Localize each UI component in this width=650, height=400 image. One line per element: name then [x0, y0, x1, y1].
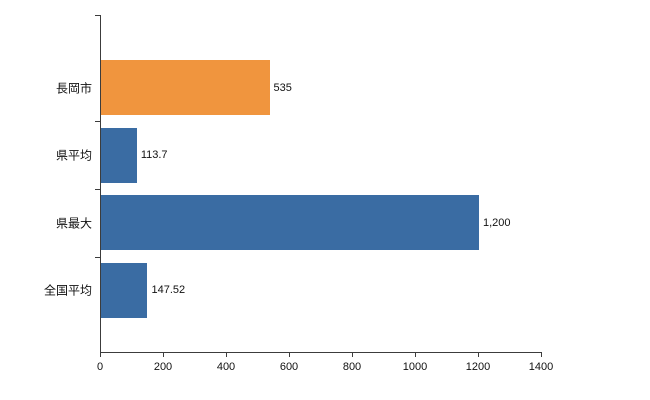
y-tick: [95, 15, 100, 16]
value-label: 113.7: [140, 149, 168, 161]
category-label: 県平均: [55, 148, 92, 163]
category-label: 長岡市: [55, 81, 92, 95]
x-tick-label: 1000: [402, 361, 428, 373]
x-tick-label: 800: [342, 361, 362, 373]
x-tick-label: 200: [153, 361, 173, 373]
bar: [101, 262, 148, 318]
y-tick: [95, 189, 100, 190]
category-label: 県最大: [55, 216, 92, 230]
plot-area: [100, 15, 542, 353]
x-tick: [415, 352, 416, 357]
x-tick: [163, 352, 164, 357]
x-tick: [352, 352, 353, 357]
x-tick-label: 400: [216, 361, 236, 373]
bar: [101, 60, 270, 115]
x-tick-label: 600: [279, 361, 299, 373]
x-tick: [100, 352, 101, 357]
bar: [101, 195, 479, 250]
x-tick-label: 1200: [465, 361, 491, 373]
y-tick: [95, 257, 100, 258]
bar: [101, 127, 137, 183]
x-tick-label: 0: [96, 361, 104, 373]
x-tick: [541, 352, 542, 357]
x-tick: [226, 352, 227, 357]
value-label: 1,200: [483, 216, 511, 229]
x-tick-label: 1400: [528, 361, 554, 373]
x-tick: [289, 352, 290, 357]
value-label: 535: [273, 81, 292, 94]
value-label: 147.52: [151, 284, 186, 296]
x-tick: [478, 352, 479, 357]
y-tick: [95, 121, 100, 122]
category-label: 全国平均: [43, 283, 92, 298]
